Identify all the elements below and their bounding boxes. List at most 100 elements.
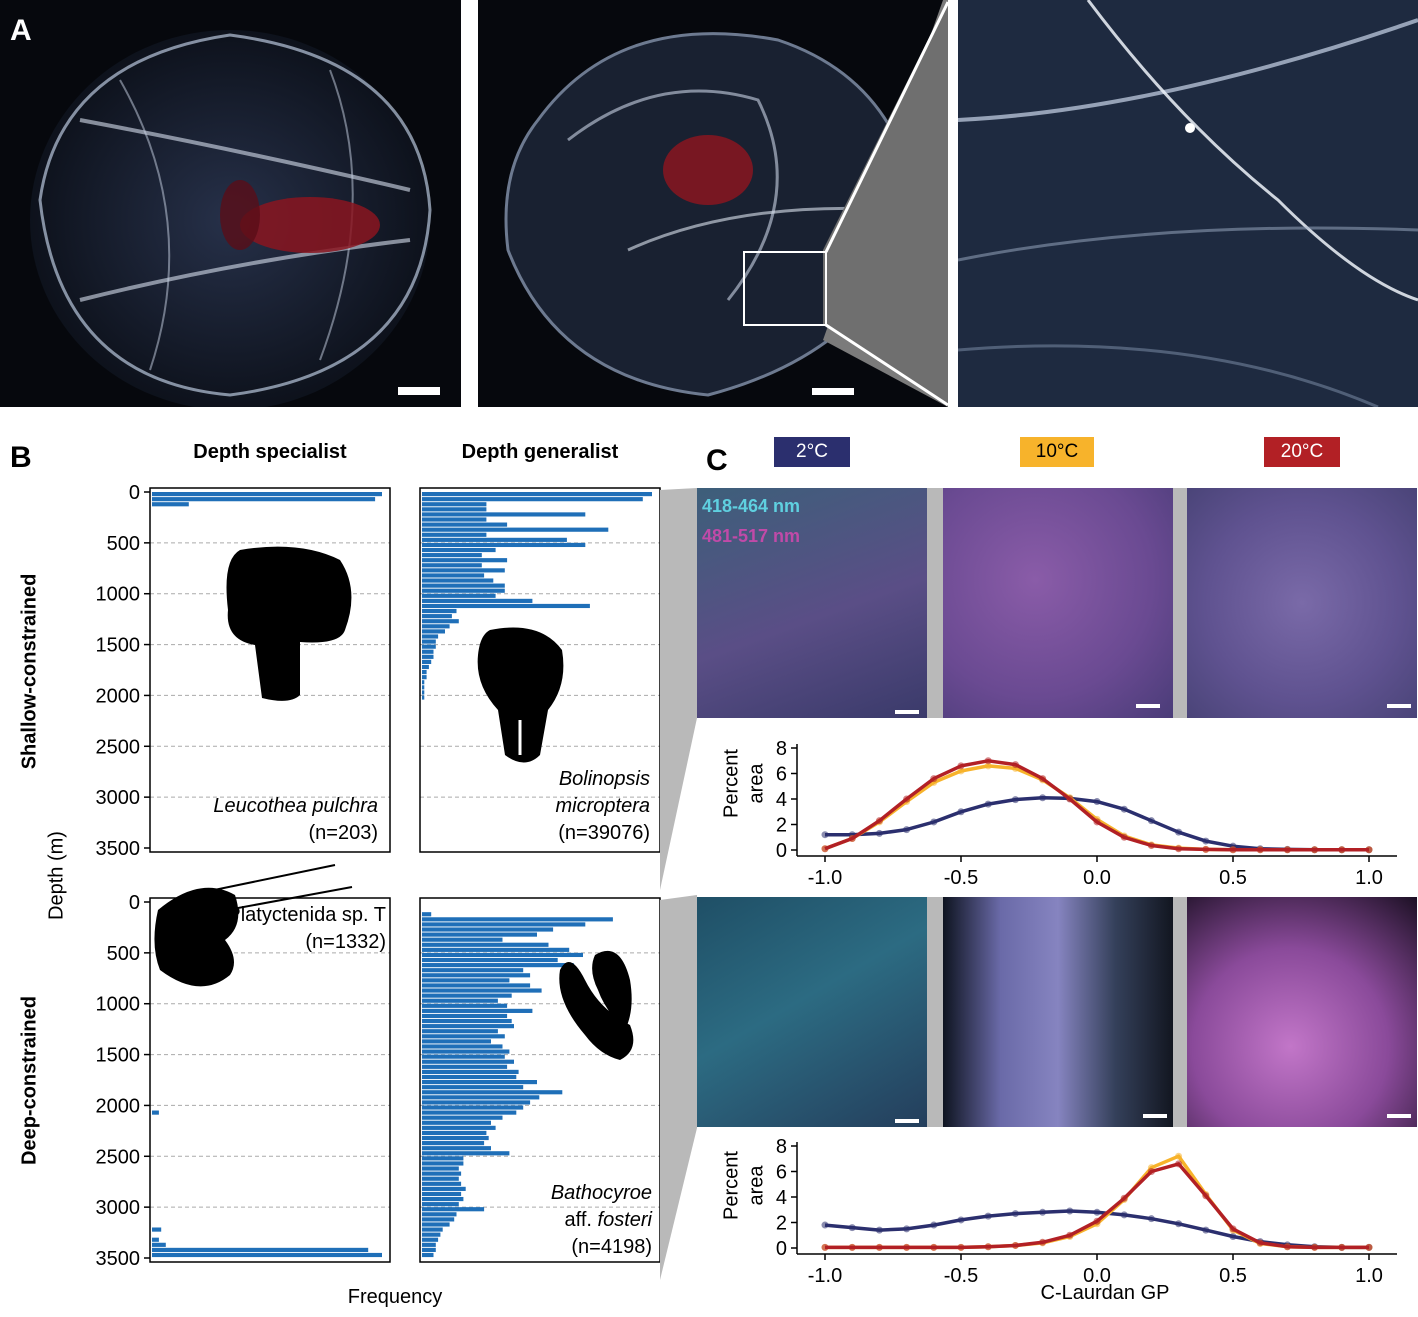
x-tick-label: -0.5 [944,867,978,889]
histogram-bar [422,639,436,644]
histogram-bar [422,1161,464,1166]
series-point [1229,1225,1237,1233]
y-tick-label: 2000 [96,1095,141,1117]
photo-zoom-drawing [958,0,1418,407]
channel-label-magenta: 481-517 nm [702,526,801,546]
histogram-bar [422,1039,491,1044]
histogram-bolinopsis [419,487,661,853]
histogram-bar [422,1232,441,1237]
histogram-bar [422,1003,508,1008]
series-point [821,1221,829,1229]
gp-plot-deep: 0 2 4 6 8 -1.0 -0.5 0.0 0.5 1.0 [776,1136,1397,1287]
series-point [1202,1192,1210,1200]
histogram-bar [422,952,583,958]
histogram-bar [422,507,487,512]
species-bathocyroe-name-1: Bathocyroe [550,1182,652,1204]
histogram-bar [422,512,586,517]
series-point [984,1212,992,1220]
silhouette-bolinopsis [477,627,564,763]
species-leucothea-n: (n=203) [308,822,379,844]
histogram-bar [422,558,508,563]
micrograph-deep-10c [943,897,1173,1127]
panel-b-histograms: 0 500 1000 1500 2000 2500 3000 3500 0 500 1000 150… [96,482,661,1270]
x-tick-label: 0.5 [1219,867,1247,889]
y-tick-label: 6 [776,1162,787,1184]
histogram-bar [422,1227,443,1232]
histogram-bar [422,1090,563,1095]
histogram-bathocyroe [419,897,661,1263]
connector-wedges [660,488,697,1280]
series-point [930,1243,938,1251]
histogram-bar [422,619,459,624]
series-point [821,845,829,853]
histogram-bar [422,973,531,978]
histogram-bar [422,1125,496,1130]
histogram-bar [152,1110,159,1115]
histogram-bar [422,553,482,558]
y-tick-label: 1000 [96,584,141,606]
histogram-bar [422,629,445,634]
series-point [957,767,965,775]
histogram-bar [422,1085,524,1090]
histogram-bar [422,1115,503,1120]
series-point [1311,1243,1319,1251]
photo-leucothea [0,0,461,407]
histogram-bar [422,680,425,685]
histogram-bar [422,947,570,952]
series-point [1283,1243,1291,1251]
micrograph-deep-20c [1187,897,1417,1127]
histogram-bar [422,1130,487,1136]
series-point [1093,818,1101,826]
series-point [1039,1208,1047,1216]
histogram-bar [422,993,512,998]
scalebar [895,1119,919,1123]
histogram-bar [422,978,510,983]
series-point [1175,1160,1183,1168]
histogram-bar [422,497,643,502]
histogram-bar [422,942,549,947]
histogram-bar [422,1095,540,1100]
histogram-bar [422,1054,505,1059]
series-point [1147,842,1155,850]
histogram-bar [422,1110,517,1115]
series-point [1229,846,1237,854]
x-tick-label: 0.5 [1219,1265,1247,1287]
histogram-bar [422,1202,459,1207]
histogram-bar [152,1227,162,1232]
species-bolinopsis-name-2: microptera [555,795,650,817]
y-tick-label: 2 [776,815,787,837]
y-tick-label: 2 [776,1213,787,1235]
histogram-bar [422,1034,505,1039]
series-point [1202,845,1210,853]
histogram-bar [422,1018,512,1024]
species-platyctenida-name: Platyctenida sp. T [227,904,386,926]
gp-xlabel: C-Laurdan GP [1040,1282,1170,1304]
gp-deep-ylabel-1: Percent [720,1151,743,1220]
histogram-bar [422,598,533,603]
species-platyctenida-n: (n=1332) [305,931,386,953]
histogram-bar [422,690,425,695]
histogram-bar [422,1120,491,1125]
series-point [821,1243,829,1251]
header-depth-specialist: Depth specialist [193,441,347,463]
series-point [848,1243,856,1251]
x-tick-label: 1.0 [1355,867,1383,889]
series-point [848,1224,856,1232]
series-point [1175,1152,1183,1160]
header-depth-generalist: Depth generalist [461,441,619,463]
y-tick-label: 3000 [96,1197,141,1219]
y-tick-label: 6 [776,764,787,786]
photo-leucothea-drawing [30,30,440,407]
series-point [957,1216,965,1224]
series-line-20°C [824,759,1369,852]
gp-deep-ylabel-2: area [745,1165,768,1206]
histogram-bar [422,1100,531,1105]
series-point [1283,846,1291,854]
series-point [1175,1220,1183,1228]
histogram-bar [422,912,432,917]
histogram-bar [422,1186,466,1191]
series-point [957,808,965,816]
tentacle-line-2 [199,886,353,916]
histogram-bar [422,675,427,680]
